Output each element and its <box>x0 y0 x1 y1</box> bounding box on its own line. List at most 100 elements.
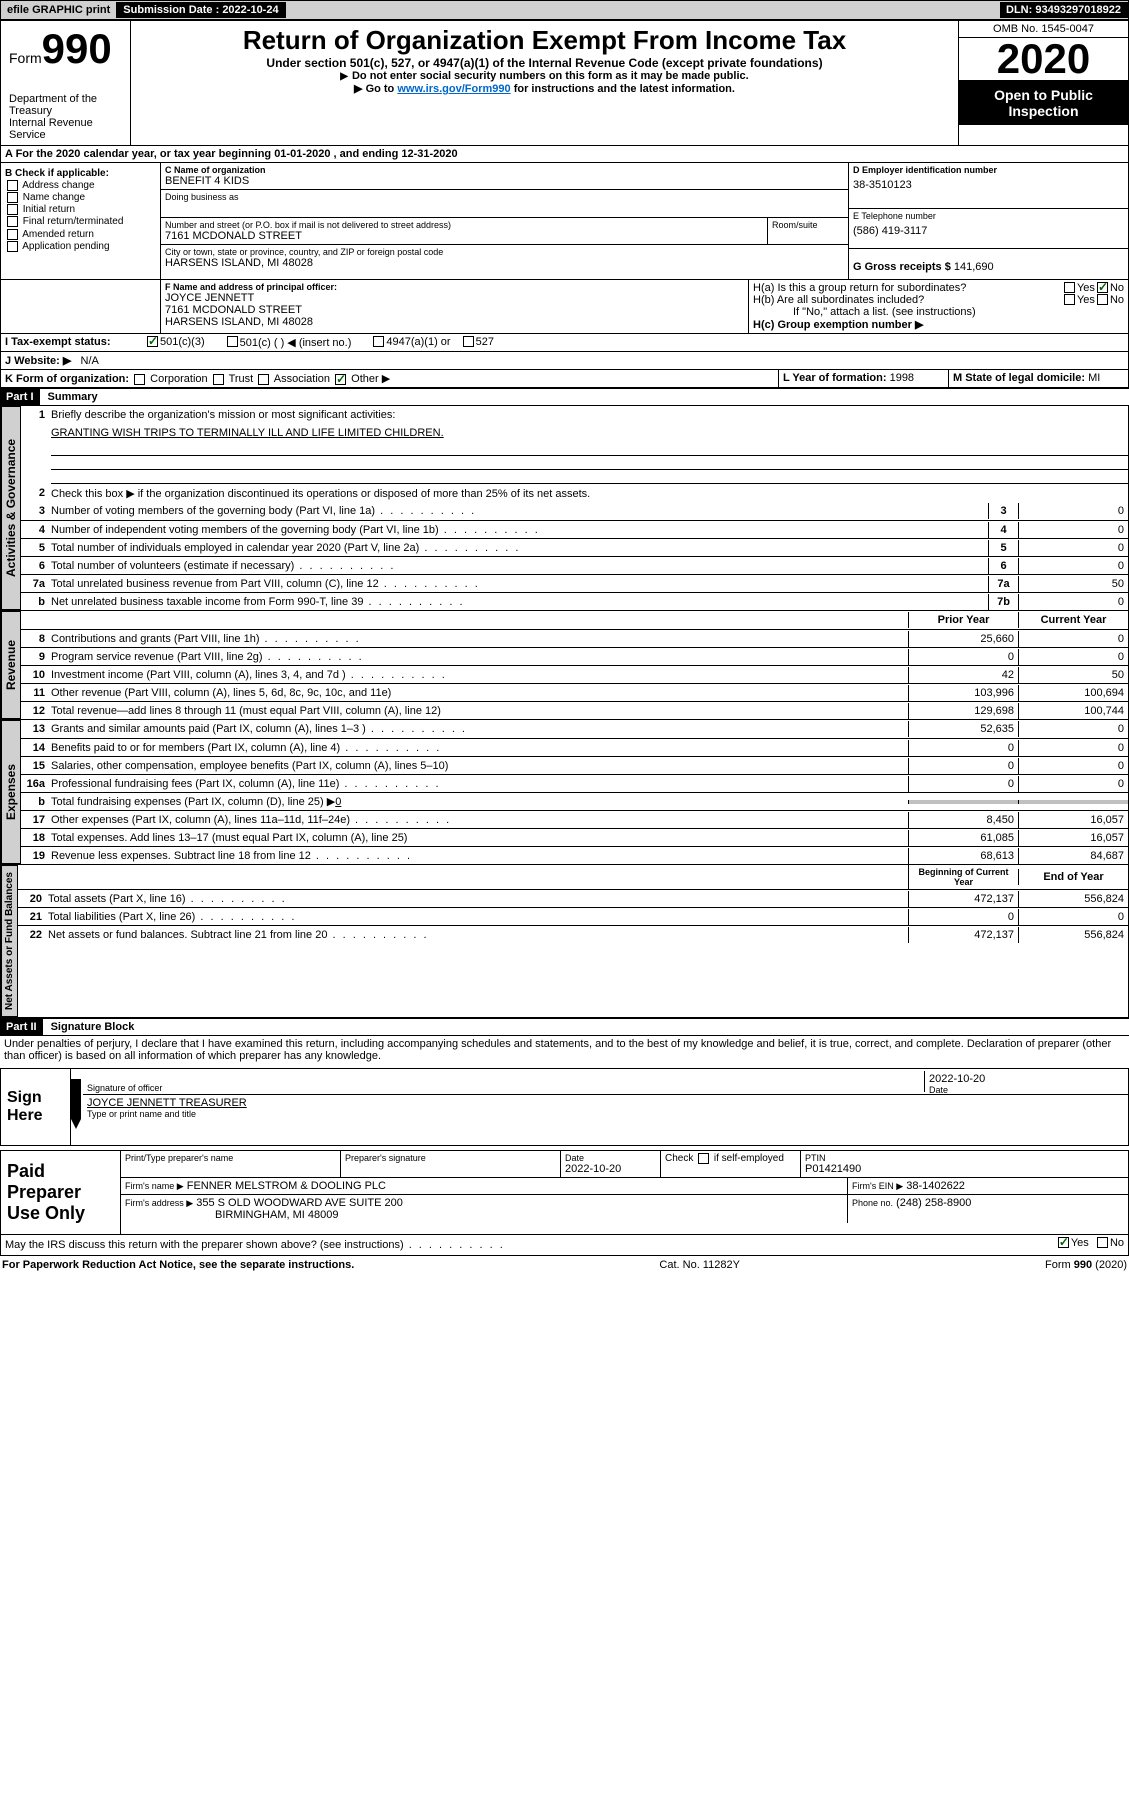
ptin-label: PTIN <box>805 1153 1124 1163</box>
section-g: G Gross receipts $ 141,690 <box>849 249 1128 279</box>
org-name-block: C Name of organization BENEFIT 4 KIDS <box>161 163 848 190</box>
l6-text: Total number of volunteers (estimate if … <box>51 558 988 574</box>
l17-text: Other expenses (Part IX, column (A), lin… <box>51 812 908 828</box>
p9: 0 <box>908 649 1018 665</box>
prep-name-label: Print/Type preparer's name <box>125 1153 336 1163</box>
l16b-text: Total fundraising expenses (Part IX, col… <box>51 793 908 810</box>
city-label: City or town, state or province, country… <box>165 247 844 257</box>
cb-4947[interactable] <box>373 336 384 347</box>
form-label: Form <box>9 50 42 66</box>
h-a-text: H(a) Is this a group return for subordin… <box>753 282 1062 294</box>
section-f: F Name and address of principal officer:… <box>161 280 748 333</box>
discuss-yes: Yes <box>1071 1237 1089 1253</box>
c15: 0 <box>1018 758 1128 774</box>
c16b <box>1018 800 1128 804</box>
hb-yes: Yes <box>1077 294 1095 306</box>
cb-amended-return[interactable] <box>7 229 18 240</box>
sig-date: 2022-10-20 <box>929 1073 1120 1085</box>
revenue-block: Prior YearCurrent Year 8Contributions an… <box>21 611 1128 719</box>
cb-other[interactable] <box>335 374 346 385</box>
cb-501c3[interactable] <box>147 336 158 347</box>
tab-revenue: Revenue <box>1 611 21 719</box>
l12-text: Total revenue—add lines 8 through 11 (mu… <box>51 703 908 719</box>
cb-ha-no[interactable] <box>1097 282 1108 293</box>
p16b <box>908 800 1018 804</box>
sig-officer-cell: Signature of officer <box>87 1071 924 1092</box>
cb-527[interactable] <box>463 336 474 347</box>
cb-app-pending[interactable] <box>7 241 18 252</box>
l21-text: Total liabilities (Part X, line 26) <box>48 909 908 925</box>
part-1-badge: Part I <box>0 389 40 405</box>
l1-value: GRANTING WISH TRIPS TO TERMINALLY ILL AN… <box>51 425 1128 441</box>
form-org-label: K Form of organization: <box>5 373 129 385</box>
activities-block: 1Briefly describe the organization's mis… <box>21 406 1128 610</box>
opt-501c: 501(c) ( ) ◀ (insert no.) <box>240 336 352 349</box>
officer-name: JOYCE JENNETT <box>165 292 744 304</box>
cb-discuss-yes[interactable] <box>1058 1237 1069 1248</box>
cb-address-change[interactable] <box>7 180 18 191</box>
preparer-block: Paid Preparer Use Only Print/Type prepar… <box>0 1150 1129 1235</box>
c17: 16,057 <box>1018 812 1128 828</box>
cb-assoc[interactable] <box>258 374 269 385</box>
c14: 0 <box>1018 740 1128 756</box>
v3: 0 <box>1018 503 1128 519</box>
cb-corp[interactable] <box>134 374 145 385</box>
c9: 0 <box>1018 649 1128 665</box>
p22: 472,137 <box>908 927 1018 943</box>
ein-label: D Employer identification number <box>853 165 1124 175</box>
cb-hb-yes[interactable] <box>1064 294 1075 305</box>
n7b: 7b <box>988 594 1018 610</box>
cb-trust[interactable] <box>213 374 224 385</box>
opt-other: Other ▶ <box>351 373 390 385</box>
ln-16a: 16a <box>21 778 51 790</box>
netassets-grid: Net Assets or Fund Balances Beginning of… <box>0 865 1129 1018</box>
firm-addr-label: Firm's address ▶ <box>125 1198 193 1208</box>
cb-ha-yes[interactable] <box>1064 282 1075 293</box>
ln-19: 19 <box>21 850 51 862</box>
c8: 0 <box>1018 631 1128 647</box>
p18: 61,085 <box>908 830 1018 846</box>
efile-label: efile GRAPHIC print <box>1 2 117 18</box>
ln-22: 22 <box>18 929 48 941</box>
form-subtitle: Under section 501(c), 527, or 4947(a)(1)… <box>135 56 954 70</box>
l13-text: Grants and similar amounts paid (Part IX… <box>51 721 908 737</box>
ln-6: 6 <box>21 560 51 572</box>
ln-10: 10 <box>21 669 51 681</box>
p8: 25,660 <box>908 631 1018 647</box>
l16b-val: 0 <box>335 796 341 808</box>
cb-pending: Application pending <box>5 241 156 252</box>
section-a: A For the 2020 calendar year, or tax yea… <box>0 146 1129 163</box>
cb-final-return[interactable] <box>7 216 18 227</box>
gross-value: 141,690 <box>954 261 994 273</box>
prep-check-pre: Check <box>665 1153 696 1164</box>
form-number: 990 <box>42 25 112 72</box>
cb-501c[interactable] <box>227 336 238 347</box>
website-label: J Website: ▶ <box>5 355 71 367</box>
tab-net-assets: Net Assets or Fund Balances <box>1 865 18 1017</box>
c11: 100,694 <box>1018 685 1128 701</box>
section-c: C Name of organization BENEFIT 4 KIDS Do… <box>161 163 848 279</box>
cb-name-change[interactable] <box>7 192 18 203</box>
org-name: BENEFIT 4 KIDS <box>165 175 844 187</box>
prep-row-2: Firm's name ▶ FENNER MELSTROM & DOOLING … <box>121 1178 1128 1195</box>
section-i: I Tax-exempt status: 501(c)(3) 501(c) ( … <box>0 334 1129 352</box>
v4: 0 <box>1018 522 1128 538</box>
l20-text: Total assets (Part X, line 16) <box>48 891 908 907</box>
p16a: 0 <box>908 776 1018 792</box>
dba-block: Doing business as <box>161 190 848 218</box>
cb-hb-no[interactable] <box>1097 294 1108 305</box>
cb-initial-return[interactable] <box>7 204 18 215</box>
cb-discuss-no[interactable] <box>1097 1237 1108 1248</box>
ln-1: 1 <box>21 409 51 421</box>
firm-ein: 38-1402622 <box>906 1180 965 1192</box>
rule-1 <box>51 442 1128 456</box>
efile-topbar: efile GRAPHIC print Submission Date : 20… <box>0 0 1129 20</box>
form990-link[interactable]: www.irs.gov/Form990 <box>397 83 510 95</box>
p17: 8,450 <box>908 812 1018 828</box>
goto-pre: Go to <box>366 83 398 95</box>
header-center: Return of Organization Exempt From Incom… <box>131 21 958 145</box>
sig-name-label: Type or print name and title <box>87 1109 1124 1119</box>
cb-name: Name change <box>5 192 156 203</box>
cb-self-employed[interactable] <box>698 1153 709 1164</box>
sig-date-label: Date <box>929 1085 1120 1095</box>
